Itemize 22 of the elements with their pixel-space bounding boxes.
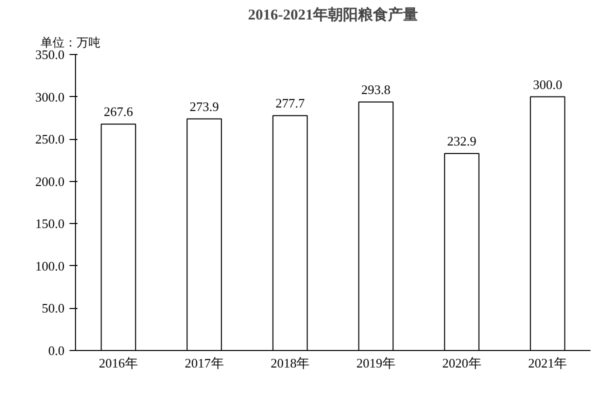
data-label: 293.8 <box>361 82 391 98</box>
y-tick-label: 50.0 <box>42 300 64 316</box>
y-tick-label: 0.0 <box>48 343 64 358</box>
y-tick-label: 350.0 <box>35 47 64 62</box>
chart-title: 2016-2021年朝阳粮食产量 <box>248 6 418 24</box>
text: 单位：万吨 <box>40 36 100 50</box>
y-tick-label: 150.0 <box>35 216 64 232</box>
data-label: 273.9 <box>190 98 219 114</box>
x-tick-label: 2020年 <box>442 356 482 370</box>
x-tick-label: 2016年 <box>98 356 138 370</box>
data-label: 232.9 <box>447 134 476 149</box>
x-tick-label: 2019年 <box>356 356 396 370</box>
y-tick-label: 200.0 <box>35 174 64 189</box>
x-tick-label: 2018年 <box>270 356 310 370</box>
data-label: 267.6 <box>104 104 134 120</box>
data-label: 277.7 <box>275 96 306 111</box>
y-tick-label: 100.0 <box>35 258 64 274</box>
x-tick-label: 2021年 <box>528 356 568 370</box>
y-tick-label: 250.0 <box>35 132 64 147</box>
y-tick-label: 300.0 <box>35 89 64 104</box>
data-label: 300.0 <box>532 76 562 92</box>
x-tick-label: 2017年 <box>184 356 224 370</box>
